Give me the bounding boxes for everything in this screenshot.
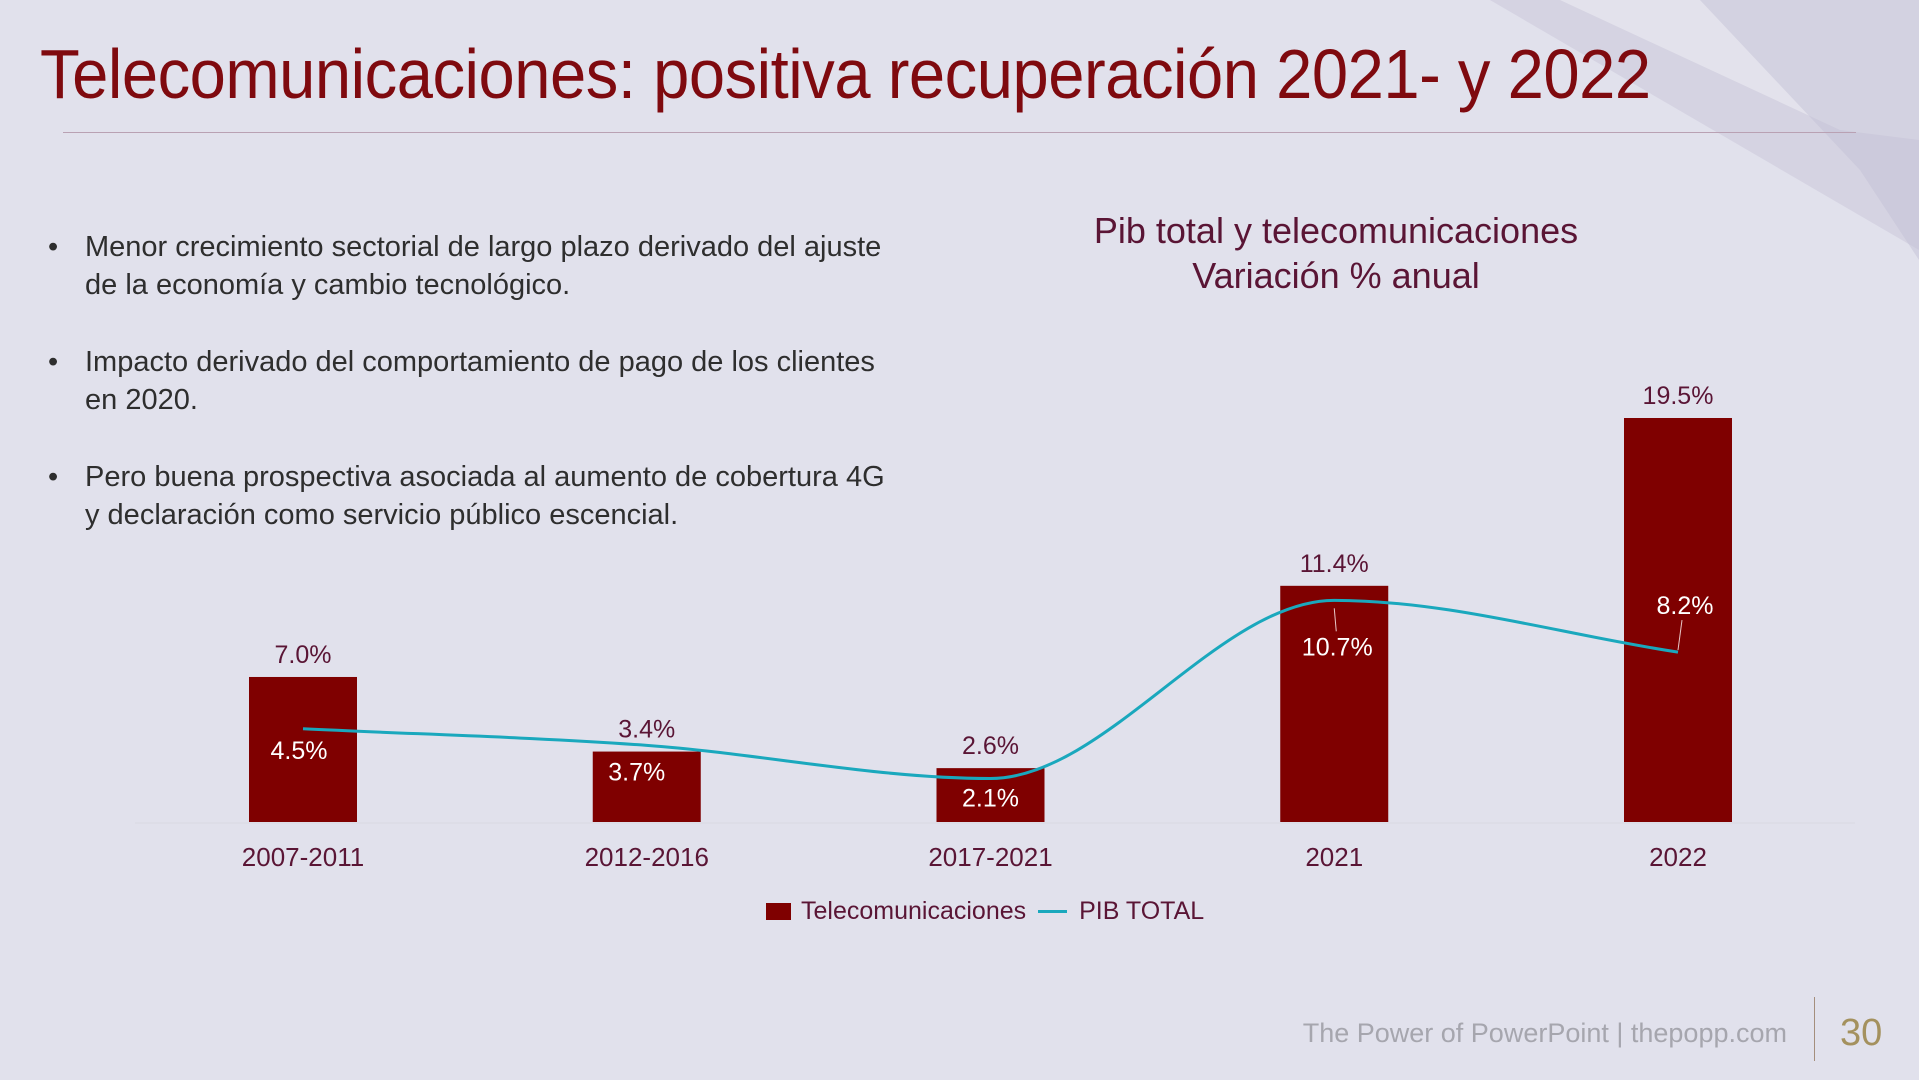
bar-telecom (249, 676, 357, 822)
chart-title-line: Variación % anual (1192, 255, 1480, 296)
bar-telecom (592, 751, 701, 822)
legend-swatch-line (1038, 910, 1068, 913)
footer-credit: The Power of PowerPoint | thepopp.com (1302, 1018, 1787, 1048)
line-data-label: 2.1% (962, 784, 1019, 812)
bullet-text: Impacto derivado del comportamiento de p… (85, 346, 875, 416)
bullet-text: Menor crecimiento sectorial de largo pla… (85, 231, 882, 301)
page-number: 30 (1840, 1012, 1883, 1054)
legend-label-telecom: Telecomunicaciones (801, 897, 1027, 925)
bullet-item: • Menor crecimiento sectorial de largo p… (48, 228, 888, 304)
bullet-list: • Menor crecimiento sectorial de largo p… (48, 228, 888, 573)
title-divider (63, 132, 1856, 133)
line-data-label: 4.5% (271, 737, 328, 765)
bar-data-label: 11.4% (1300, 550, 1369, 578)
label-leader-line (1677, 620, 1683, 651)
chart-title-line: Pib total y telecomunicaciones (1094, 210, 1578, 251)
bar-data-label: 7.0% (275, 641, 332, 669)
bar-telecom (1280, 585, 1389, 822)
x-tick-label: 2007-2011 (242, 842, 364, 872)
bar-data-label: 2.6% (962, 732, 1019, 760)
bullet-dot: • (48, 346, 59, 378)
bar-data-label: 3.4% (618, 716, 675, 744)
bar-data-label: 19.5% (1643, 382, 1714, 410)
bar-telecom (1624, 418, 1732, 822)
legend-label-pib: PIB TOTAL (1079, 897, 1205, 925)
x-tick-label: 2022 (1649, 842, 1707, 872)
bullet-item: • Impacto derivado del comportamiento de… (48, 343, 888, 419)
x-tick-label: 2012-2016 (585, 842, 709, 872)
label-leader-line (1333, 608, 1337, 632)
line-pib-total (302, 598, 1679, 780)
chart-legend: Telecomunicaciones PIB TOTAL (766, 897, 1204, 926)
x-tick-label: 2021 (1305, 842, 1363, 872)
legend-swatch-bar (766, 903, 791, 920)
x-tick-label: 2017-2021 (928, 842, 1052, 872)
slide-title: Telecomunicaciones: positiva recuperació… (40, 35, 1651, 113)
bullet-dot: • (48, 231, 59, 263)
footer-divider (1814, 997, 1815, 1061)
line-data-label: 8.2% (1657, 592, 1714, 620)
bullet-dot: • (48, 461, 59, 493)
line-data-label: 3.7% (608, 758, 665, 786)
bullet-text: Pero buena prospectiva asociada al aumen… (85, 461, 885, 531)
bullet-item: • Pero buena prospectiva asociada al aum… (48, 458, 888, 534)
line-data-label: 10.7% (1302, 633, 1373, 661)
